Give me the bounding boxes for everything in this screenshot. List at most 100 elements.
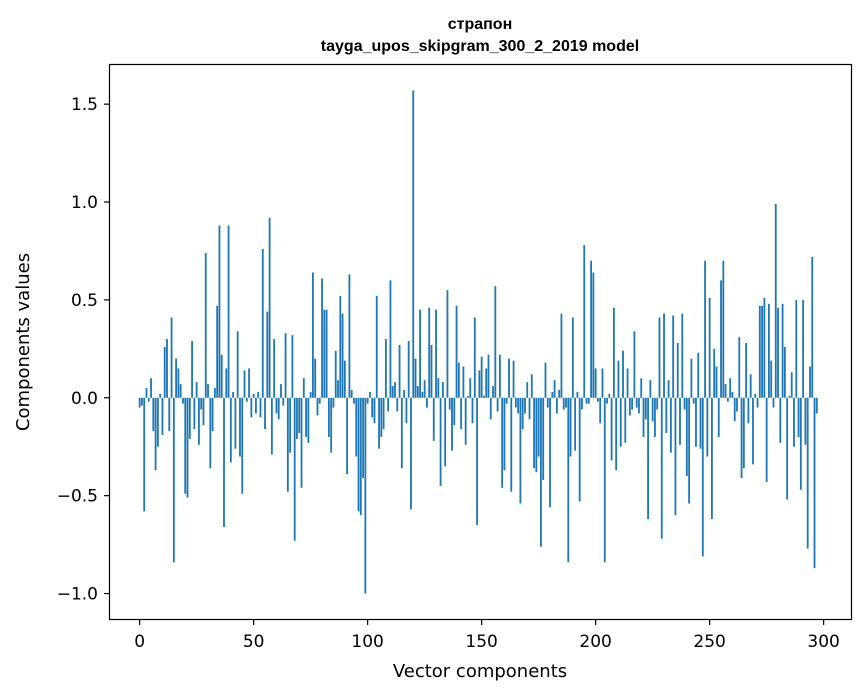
x-axis-ticks: 0 50 100 150 200 250 300 [134,619,840,652]
bar [259,397,262,418]
bar [163,346,166,398]
bar [599,397,602,424]
bar [733,397,736,422]
bar [688,397,691,504]
bar [560,313,563,398]
bar [419,309,421,398]
bar [542,397,545,481]
bar [747,397,750,424]
bar [679,397,681,445]
bar [540,397,542,547]
bar [724,384,727,398]
bar [327,397,330,437]
bar [811,256,814,398]
bar [581,397,583,410]
bar [182,397,184,404]
bar [435,309,437,398]
bar [432,397,435,441]
bar [448,397,451,410]
bar [663,313,665,398]
bar [177,368,180,398]
bar [544,362,547,398]
bars-group [138,90,818,594]
bar [359,397,362,516]
bar [437,378,440,398]
bar [371,397,374,418]
bar [809,366,811,398]
bar [754,393,757,398]
bar [460,397,463,430]
bar [799,397,802,490]
bar [717,397,720,437]
bar [756,397,759,408]
bar [426,397,428,408]
bar [615,397,618,471]
chart-subtitle: tayga_upos_skipgram_300_2_2019 model [321,38,639,55]
bar [681,313,684,398]
bar [535,397,538,473]
bar [601,368,604,398]
bar [405,397,408,424]
bar [485,368,488,398]
y-axis-ticks: −1.0 −0.5 0.0 0.5 1.0 1.5 [57,95,110,605]
bar [184,397,187,494]
bar [726,397,729,402]
bar [309,391,312,398]
bar [658,317,661,398]
bar [585,397,588,404]
bar [501,397,504,488]
bar [391,386,394,398]
bar [555,397,558,414]
bar [428,307,431,398]
bar [339,295,342,398]
bar [697,352,700,398]
bar [166,339,168,398]
bar [350,389,353,398]
bar [298,397,301,434]
bar [248,368,250,398]
bar [795,299,798,398]
bar [624,397,627,443]
bar [524,397,526,414]
x-axis-label: Vector components [393,661,567,682]
bar [207,384,209,398]
y-tick-label: 1.5 [71,95,98,115]
bar [683,397,686,410]
bar [729,378,732,398]
bar [742,397,745,469]
bar [797,397,800,437]
bar [592,272,595,398]
bar [656,397,659,410]
x-tick-label: 250 [693,632,725,652]
bar [699,397,702,449]
bar [528,397,531,420]
bar [692,397,695,404]
bar [521,397,524,430]
bar [441,382,444,398]
x-tick-label: 100 [351,632,383,652]
bar [765,397,768,482]
bar [150,378,152,398]
bar [777,307,779,398]
bar [619,397,622,447]
bar [289,397,292,453]
bar [471,397,474,424]
bar [209,397,212,469]
x-tick-label: 150 [465,632,497,652]
bar [232,391,235,398]
bar [804,397,807,445]
bar [348,274,351,398]
bar [152,397,155,432]
bar [695,397,697,447]
bar [752,397,754,465]
bar [204,252,207,398]
bar [364,397,367,594]
x-tick-label: 200 [579,632,611,652]
bar [337,380,339,398]
bar [195,382,198,398]
bar [706,397,709,457]
bar [362,397,364,479]
bar [736,397,738,412]
bar [638,397,640,414]
bar [218,225,221,398]
